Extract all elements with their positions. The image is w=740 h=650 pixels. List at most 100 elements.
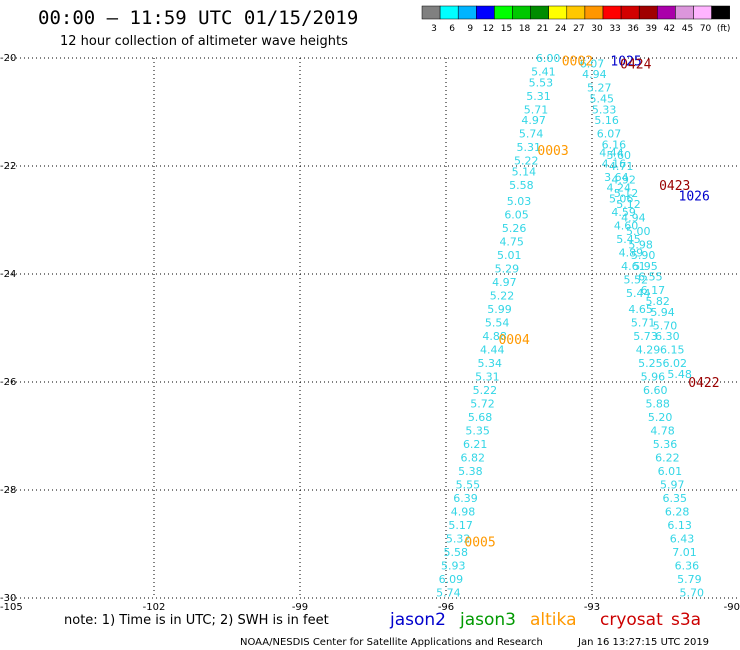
colorbar-label: 9 bbox=[467, 24, 473, 34]
colorbar-label: 39 bbox=[646, 24, 658, 34]
colorbar-label: 18 bbox=[519, 24, 531, 34]
x-tick-label: -96 bbox=[438, 602, 454, 613]
y-axis-ticks: -20 -22 -24 -26 -28 -30 bbox=[0, 53, 16, 604]
legend-item-cryosat: cryosat bbox=[600, 610, 663, 630]
x-tick-label: -102 bbox=[143, 602, 166, 613]
data-point-altika: 4.75 bbox=[499, 236, 524, 249]
data-point-jason3: 5.94 bbox=[650, 306, 675, 319]
data-point-altika: 4.97 bbox=[521, 114, 546, 127]
x-tick-label: -93 bbox=[584, 602, 600, 613]
data-point-jason2: 4.29 bbox=[636, 344, 661, 357]
colorbar-swatch bbox=[439, 5, 459, 20]
data-point-jason2: 4.60 bbox=[614, 219, 639, 232]
data-point-jason3: 5.12 bbox=[616, 198, 641, 211]
data-point-jason2: 6.43 bbox=[670, 533, 695, 546]
colorbar-swatch bbox=[693, 5, 712, 20]
data-point-altika: 5.71 bbox=[524, 103, 549, 116]
data-point-jason2: 5.70 bbox=[680, 587, 705, 600]
data-point-altika: 5.01 bbox=[497, 249, 522, 262]
data-point-jason2: 5.25 bbox=[638, 357, 663, 370]
data-point-altika: 5.03 bbox=[507, 195, 532, 208]
data-point-jason2: 3.64 bbox=[604, 171, 629, 184]
data-point-jason2: 6.28 bbox=[665, 506, 690, 519]
data-point-jason2: 5.45 bbox=[616, 233, 641, 246]
data-point-jason2: 6.01 bbox=[658, 465, 683, 478]
data-point-jason2: 6.60 bbox=[643, 384, 668, 397]
data-point-altika: 5.58 bbox=[443, 546, 468, 559]
data-point-jason2: 5.36 bbox=[653, 438, 678, 451]
data-point-altika: 5.22 bbox=[490, 290, 515, 303]
data-point-jason3: 5.95 bbox=[633, 260, 658, 273]
pass-label: 0423 bbox=[659, 179, 690, 194]
data-point-jason3: 6.02 bbox=[662, 357, 687, 370]
data-point-altika: 5.58 bbox=[509, 179, 534, 192]
colorbar-swatch bbox=[657, 5, 676, 20]
data-point-jason2: 5.73 bbox=[633, 330, 658, 343]
data-point-altika: 5.31 bbox=[516, 141, 541, 154]
data-point-jason3: 5.12 bbox=[614, 187, 639, 200]
data-point-jason3: 6.16 bbox=[602, 138, 627, 151]
colorbar-label: 3 bbox=[431, 24, 437, 34]
data-point-jason2: 6.36 bbox=[675, 560, 700, 573]
data-point-jason3: 6.17 bbox=[641, 284, 666, 297]
data-point-jason3: 5.27 bbox=[587, 82, 612, 95]
legend-item-jason2: jason2 bbox=[389, 610, 446, 630]
colorbar-label: 45 bbox=[682, 24, 693, 34]
data-point-altika: 5.72 bbox=[470, 398, 495, 411]
y-tick-label: -24 bbox=[0, 269, 16, 280]
data-point-jason3: 5.16 bbox=[594, 114, 619, 127]
data-point-altika: 6.09 bbox=[439, 573, 464, 586]
credit-timestamp: Jan 16 13:27:15 UTC 2019 bbox=[577, 637, 709, 648]
x-tick-label: -99 bbox=[292, 602, 308, 613]
data-point-altika: 5.38 bbox=[458, 465, 483, 478]
data-point-altika: 5.68 bbox=[468, 411, 493, 424]
colorbar-swatch bbox=[675, 5, 694, 20]
data-point-altika: 5.74 bbox=[519, 128, 544, 141]
colorbar-label: 21 bbox=[537, 24, 548, 34]
colorbar-swatch bbox=[530, 5, 549, 20]
data-point-jason3: 5.33 bbox=[592, 103, 617, 116]
data-point-altika: 5.22 bbox=[514, 155, 539, 168]
chart-title: 00:00 – 11:59 UTC 01/15/2019 bbox=[38, 7, 358, 29]
x-axis-ticks: -105 -102 -99 -96 -93 -90 bbox=[0, 602, 740, 613]
data-point-altika: 5.74 bbox=[436, 587, 461, 600]
colorbar-swatch bbox=[711, 5, 730, 20]
data-point-jason2: 5.79 bbox=[677, 573, 702, 586]
data-point-altika: 5.29 bbox=[495, 263, 520, 276]
data-point-altika: 5.34 bbox=[478, 357, 503, 370]
colorbar-swatch bbox=[620, 5, 640, 20]
data-point-altika: 5.53 bbox=[529, 76, 554, 89]
data-point-jason2: 5.20 bbox=[648, 411, 673, 424]
colorbar-label: 70 bbox=[700, 24, 712, 34]
colorbar-swatch bbox=[476, 5, 495, 20]
pass-label: 1025 bbox=[610, 55, 641, 70]
data-point-jason2: 4.44 bbox=[599, 147, 624, 160]
y-tick-label: -26 bbox=[0, 377, 16, 388]
data-point-jason3: 4.71 bbox=[609, 160, 634, 173]
x-tick-label: -90 bbox=[724, 602, 740, 613]
data-point-jason3: 5.45 bbox=[589, 93, 614, 106]
data-point-jason2: 6.22 bbox=[655, 452, 680, 465]
data-point-jason3: 6.15 bbox=[660, 344, 685, 357]
pass-label: 0002 bbox=[562, 55, 593, 70]
pass-label: 0003 bbox=[537, 144, 568, 159]
data-point-altika: 4.44 bbox=[480, 344, 505, 357]
y-tick-label: -30 bbox=[0, 593, 16, 604]
data-point-jason3: 5.60 bbox=[607, 149, 632, 162]
data-point-jason3: 5.70 bbox=[653, 319, 678, 332]
data-point-jason2: 5.97 bbox=[660, 479, 685, 492]
data-point-altika: 5.54 bbox=[485, 317, 510, 330]
colorbar-label: 6 bbox=[449, 24, 455, 34]
data-point-altika: 5.55 bbox=[456, 479, 481, 492]
chart-subtitle: 12 hour collection of altimeter wave hei… bbox=[60, 34, 348, 49]
colorbar-swatch bbox=[602, 5, 622, 20]
data-point-jason2: 4.65 bbox=[628, 303, 653, 316]
colorbar-label: 12 bbox=[483, 24, 494, 34]
data-point-altika: 4.88 bbox=[482, 330, 507, 343]
data-point-jason2: 5.52 bbox=[624, 273, 649, 286]
colorbar-label: 42 bbox=[664, 24, 675, 34]
colorbar-swatch bbox=[638, 5, 658, 20]
data-point-jason3: 6.30 bbox=[655, 330, 680, 343]
colorbar-swatch bbox=[421, 5, 441, 20]
